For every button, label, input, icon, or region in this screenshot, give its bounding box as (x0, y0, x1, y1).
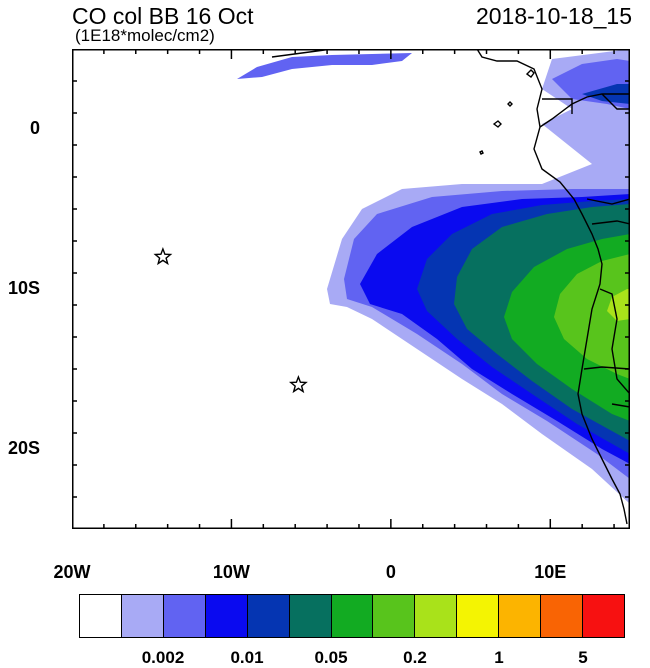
colorbar-label: 0.01 (230, 648, 264, 667)
border-line-4 (591, 220, 630, 225)
colorbar-swatch (247, 595, 290, 637)
colorbar-swatch (331, 595, 374, 637)
y-tick-label: 10S (7, 278, 40, 298)
plume-band-lightgreen (554, 254, 630, 379)
island-2 (492, 120, 502, 128)
plume-band-north (237, 53, 412, 79)
colorbar-swatch (163, 595, 206, 637)
star-marker (288, 375, 308, 394)
island-4 (479, 150, 484, 155)
border-line-1 (542, 98, 573, 114)
map-border (72, 49, 630, 529)
x-tick-label: 0 (385, 562, 396, 582)
map-title: CO col BB 16 Oct (72, 3, 254, 29)
colorbar-swatch (373, 595, 416, 637)
co-plume (237, 49, 630, 504)
colorbar-label: 0.002 (141, 648, 185, 667)
map-units: (1E18*molec/cm2) (75, 26, 215, 45)
colorbar-swatch (205, 595, 248, 637)
border-line-2 (601, 93, 630, 110)
colorbar-label: 5 (578, 648, 588, 667)
colorbar-swatch (541, 595, 584, 637)
star-marker (153, 247, 173, 266)
colorbar-swatch (80, 595, 122, 637)
border-line-5 (599, 288, 630, 395)
colorbar (79, 594, 625, 638)
x-tick-label: 10W (212, 562, 250, 582)
y-tick-label: 20S (7, 438, 40, 458)
coastlines (271, 49, 630, 525)
border-line-6 (583, 366, 630, 370)
colorbar-swatch (583, 595, 624, 637)
colorbar-swatch (415, 595, 458, 637)
colorbar-label: 0.05 (314, 648, 348, 667)
gulf-guinea-coast (539, 93, 630, 128)
x-tick-label: 20W (53, 562, 91, 582)
map-canvas (72, 49, 630, 529)
x-tick-label: 10E (534, 562, 567, 582)
africa-coast (476, 49, 628, 525)
colorbar-label: 0.2 (403, 648, 427, 667)
island-1 (525, 69, 535, 78)
colorbar-swatch (499, 595, 542, 637)
border-line-7 (611, 403, 630, 408)
colorbar-swatch (289, 595, 332, 637)
y-tick-label: 0 (29, 118, 40, 138)
border-line-3 (586, 198, 630, 205)
map-timestamp: 2018-10-18_15 (475, 3, 632, 29)
site-markers (153, 247, 308, 394)
colorbar-swatch (457, 595, 500, 637)
map-panel (72, 49, 630, 529)
colorbar-swatch (121, 595, 164, 637)
colorbar-label: 1 (494, 648, 504, 667)
island-3 (507, 101, 513, 107)
